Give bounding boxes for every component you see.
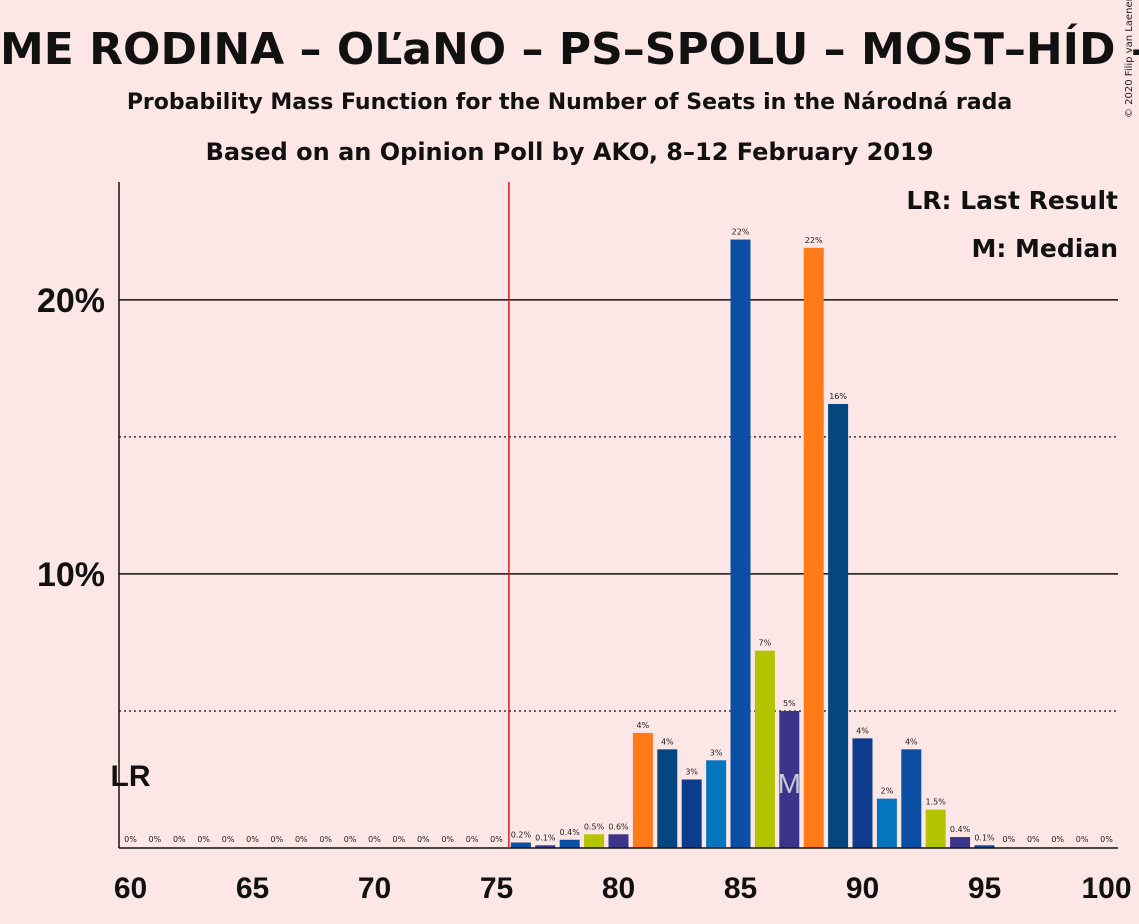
x-tick-label: 100 (1081, 872, 1131, 905)
bar-81 (632, 732, 653, 848)
data-label-72: 0% (417, 835, 430, 844)
data-labels-group: 0% 0% 0% 0% 0% 0% 0% 0% 0% 0% 0% 0% 0% 0% 0% 0% 0.2% 0.1%… (124, 228, 1113, 844)
data-label-85: 22% (732, 228, 750, 237)
x-tick-label: 70 (358, 872, 391, 905)
data-label-98: 0% (1051, 835, 1064, 844)
axes-group: 10% 20% 60 65 70 75 80 85 90 95 100 (37, 182, 1132, 905)
bar-88 (803, 247, 824, 848)
y-tick-label: 20% (37, 282, 105, 320)
data-label-84: 3% (710, 748, 723, 757)
last-result-marker: LR (111, 760, 151, 793)
data-label-100: 0% (1100, 835, 1113, 844)
bar-77 (535, 845, 556, 848)
data-label-70: 0% (368, 835, 381, 844)
data-label-83: 3% (685, 767, 698, 776)
x-tick-label: 80 (602, 872, 635, 905)
data-label-67: 0% (295, 835, 308, 844)
legend-last-result: LR: Last Result (906, 186, 1118, 215)
bar-85 (730, 239, 751, 849)
bar-83 (681, 779, 702, 848)
data-label-88: 22% (805, 236, 823, 245)
legend-median: M: Median (971, 234, 1118, 263)
data-label-95: 0.1% (974, 833, 995, 842)
bar-95 (974, 845, 995, 848)
data-label-61: 0% (149, 835, 162, 844)
data-label-90: 4% (856, 726, 869, 735)
data-label-74: 0% (466, 835, 479, 844)
data-label-99: 0% (1076, 835, 1089, 844)
data-label-62: 0% (173, 835, 186, 844)
data-label-73: 0% (441, 835, 454, 844)
bar-80 (608, 834, 629, 848)
data-label-69: 0% (344, 835, 357, 844)
x-tick-label: 65 (236, 872, 269, 905)
x-tick-label: 95 (968, 872, 1001, 905)
bars-group (510, 239, 995, 849)
bar-91 (876, 798, 897, 848)
data-label-97: 0% (1027, 835, 1040, 844)
data-label-66: 0% (271, 835, 284, 844)
data-label-87: 5% (783, 699, 796, 708)
bar-92 (901, 749, 922, 848)
bar-89 (828, 404, 849, 848)
data-label-64: 0% (222, 835, 235, 844)
bar-76 (510, 842, 531, 848)
data-label-96: 0% (1003, 835, 1016, 844)
data-label-93: 1.5% (926, 798, 947, 807)
gridlines (119, 299, 1118, 712)
bar-94 (950, 837, 971, 848)
median-marker: M (778, 768, 801, 799)
bar-82 (657, 749, 678, 848)
data-label-76: 0.2% (511, 831, 532, 840)
data-label-75: 0% (490, 835, 503, 844)
data-label-78: 0.4% (560, 828, 581, 837)
chart-title: ME RODINA – OĽaNO – PS–SPOLU – MOST–HÍD … (0, 24, 1139, 75)
data-label-89: 16% (829, 392, 847, 401)
data-label-79: 0.5% (584, 822, 605, 831)
data-label-91: 2% (881, 787, 894, 796)
bar-78 (559, 839, 580, 848)
x-tick-label: 90 (846, 872, 879, 905)
data-label-94: 0.4% (950, 825, 971, 834)
bar-93 (925, 809, 946, 848)
data-label-63: 0% (197, 835, 210, 844)
y-tick-label: 10% (37, 556, 105, 594)
x-tick-label: 85 (724, 872, 757, 905)
bar-86 (754, 650, 775, 848)
data-label-80: 0.6% (608, 822, 629, 831)
bar-79 (584, 834, 605, 848)
x-tick-label: 75 (480, 872, 513, 905)
bar-87 (779, 710, 800, 848)
data-label-86: 7% (759, 639, 772, 648)
data-label-68: 0% (319, 835, 332, 844)
bar-84 (706, 760, 727, 848)
data-label-60: 0% (124, 835, 137, 844)
data-label-92: 4% (905, 737, 918, 746)
chart-subtitle: Probability Mass Function for the Number… (126, 90, 1013, 115)
data-label-65: 0% (246, 835, 259, 844)
data-label-71: 0% (393, 835, 406, 844)
data-label-82: 4% (661, 737, 674, 746)
poll-source: Based on an Opinion Poll by AKO, 8–12 Fe… (205, 138, 934, 166)
data-label-81: 4% (637, 721, 650, 730)
data-label-77: 0.1% (535, 833, 556, 842)
x-tick-label: 60 (114, 872, 147, 905)
bar-90 (852, 738, 873, 848)
